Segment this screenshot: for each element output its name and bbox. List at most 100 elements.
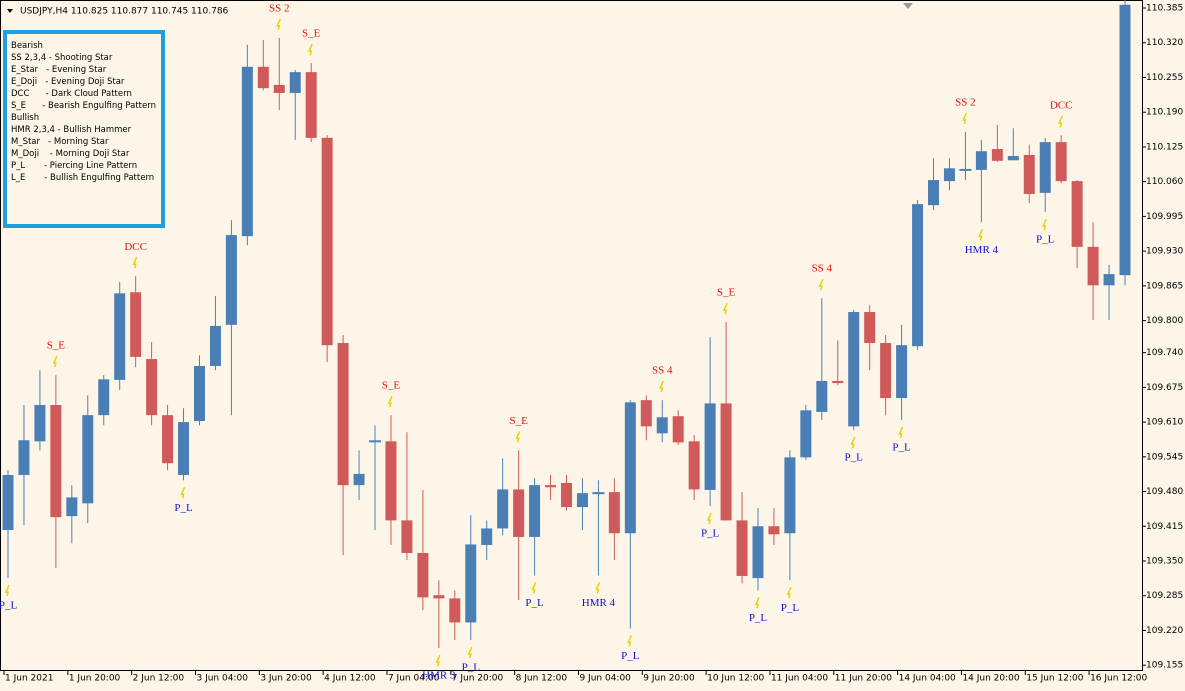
legend-group: Bullish HMR 2,3,4 - Bullish Hammer M_Star … — [11, 112, 161, 184]
legend-heading: Bearish — [11, 41, 43, 51]
body — [433, 595, 445, 599]
body — [624, 402, 636, 534]
y-tick-label: 110.255 — [1146, 73, 1183, 83]
x-tick-label: 14 Jun 20:00 — [962, 674, 1019, 684]
body — [417, 552, 429, 598]
body — [130, 292, 142, 357]
x-tick-label: 4 Jun 12:00 — [324, 674, 376, 684]
x-tick-label: 7 Jun 20:00 — [452, 674, 504, 684]
signal-arrow — [978, 228, 984, 241]
body — [385, 441, 397, 521]
body — [1071, 181, 1083, 247]
legend-item: M_Doji - Morning Doji Star — [11, 149, 130, 159]
bullish-signal: P_L — [174, 502, 193, 514]
y-tick-label: 109.740 — [1146, 348, 1183, 358]
bullish-signal: P_L — [701, 528, 720, 540]
body — [928, 180, 940, 206]
y-tick-label: 109.285 — [1146, 591, 1183, 601]
y-tick-label: 109.995 — [1146, 212, 1183, 222]
body — [576, 493, 588, 508]
y-tick-label: 110.190 — [1146, 108, 1183, 118]
signal-arrow — [850, 436, 856, 449]
body — [529, 485, 541, 537]
body — [146, 359, 158, 416]
bearish-signal: SS 4 — [812, 263, 833, 275]
body — [943, 168, 955, 182]
signal-arrow — [308, 43, 313, 56]
y-tick-label: 109.415 — [1146, 522, 1183, 532]
y-tick-label: 109.350 — [1146, 557, 1183, 567]
y-tick-label: 110.060 — [1146, 177, 1183, 187]
signal-arrow — [818, 278, 824, 291]
y-tick-label: 109.675 — [1146, 383, 1183, 393]
legend-group: Bearish SS 2,3,4 - Shooting Star E_Star - … — [11, 40, 161, 112]
body — [864, 312, 876, 344]
y-tick-label: 109.155 — [1146, 661, 1183, 671]
body — [66, 497, 78, 517]
body — [114, 293, 126, 380]
body — [848, 312, 860, 427]
body — [800, 410, 812, 458]
body — [672, 416, 684, 443]
body — [98, 379, 110, 416]
body — [896, 345, 908, 399]
signal-arrow — [435, 654, 441, 667]
chart-title: USDJPY,H4 110.825 110.877 110.745 110.78… — [20, 7, 229, 17]
x-tick-label: 16 Jun 12:00 — [1090, 674, 1147, 684]
legend-item: L_E - Bullish Engulfing Pattern — [11, 173, 155, 183]
y-tick-label: 109.220 — [1146, 626, 1183, 636]
signal-arrow — [754, 597, 760, 609]
bullish-signal: P_L — [845, 452, 864, 464]
body — [720, 403, 732, 521]
body — [241, 66, 253, 237]
body — [337, 343, 349, 486]
signal-arrow — [531, 582, 537, 594]
y-tick-label: 110.125 — [1146, 142, 1183, 152]
body — [608, 492, 620, 534]
legend-item: SS 2,3,4 - Shooting Star — [11, 53, 113, 63]
x-tick-label: 3 Jun 04:00 — [196, 674, 248, 684]
bearish-signal: DCC — [124, 241, 147, 253]
body — [784, 457, 796, 534]
signal-arrow — [467, 646, 473, 659]
body — [209, 325, 221, 366]
body — [561, 482, 572, 508]
bullish-signal: P_L — [781, 602, 800, 614]
x-tick-label: 11 Jun 04:00 — [771, 674, 828, 684]
x-tick-label: 14 Jun 04:00 — [899, 674, 956, 684]
body — [1103, 274, 1115, 286]
x-tick-label: 3 Jun 20:00 — [260, 674, 312, 684]
signal-arrow — [180, 487, 186, 499]
legend-item: P_L - Piercing Line Pattern — [11, 161, 138, 171]
signal-arrow — [659, 380, 664, 393]
bullish-signal: P_L — [749, 612, 768, 624]
body — [193, 365, 205, 422]
body — [353, 473, 365, 486]
body — [50, 404, 62, 518]
signal-arrow — [706, 512, 712, 525]
body — [513, 489, 525, 537]
body — [752, 526, 764, 579]
legend-item: E_Star - Evening Star — [11, 65, 107, 75]
x-tick-label: 8 Jun 12:00 — [516, 674, 568, 684]
y-tick-label: 109.480 — [1146, 487, 1183, 497]
shift-marker — [903, 3, 913, 9]
y-tick-label: 109.800 — [1146, 316, 1183, 326]
menu-triangle — [7, 9, 13, 13]
body — [975, 151, 987, 170]
bullish-signal: P_L — [892, 441, 911, 453]
body — [18, 440, 30, 475]
legend-item: S_E - Bearish Engulfing Pattern — [11, 101, 156, 111]
signal-arrow — [627, 635, 633, 647]
x-tick-label: 10 Jun 12:00 — [707, 674, 764, 684]
body — [991, 149, 1003, 161]
bearish-signal: S_E — [717, 287, 736, 299]
body — [178, 422, 190, 475]
bullish-signal: HMR 4 — [582, 597, 616, 609]
body — [257, 66, 269, 89]
body — [34, 404, 46, 442]
body — [273, 84, 285, 93]
bearish-signal: S_E — [47, 340, 66, 352]
